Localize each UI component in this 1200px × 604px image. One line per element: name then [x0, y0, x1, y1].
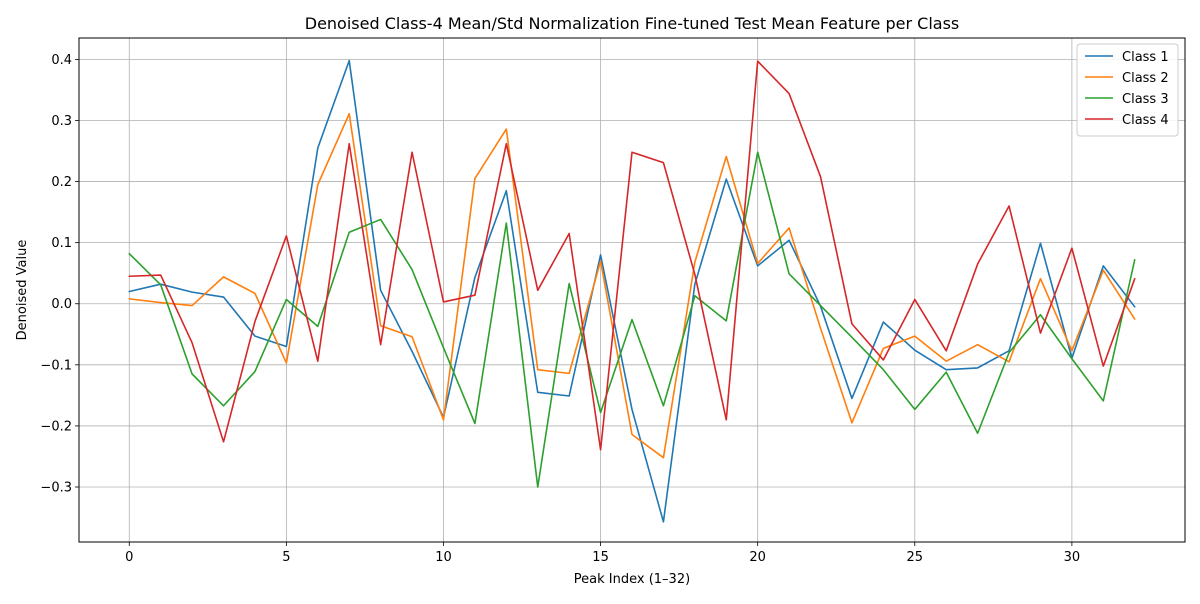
- y-tick-label: 0.2: [51, 175, 72, 190]
- legend-label: Class 2: [1122, 71, 1169, 86]
- y-tick-label: 0.0: [51, 297, 72, 312]
- x-axis-title: Peak Index (1–32): [574, 572, 690, 587]
- legend-label: Class 1: [1122, 50, 1169, 65]
- legend: Class 1 Class 2 Class 3 Class 4: [1076, 43, 1179, 137]
- series-lines: [128, 59, 1136, 523]
- y-axis-title: Denoised Value: [15, 240, 30, 341]
- x-tick-label: 10: [435, 550, 452, 565]
- x-tick-label: 15: [592, 550, 609, 565]
- y-tick-label: −0.3: [40, 481, 72, 496]
- axis-ticks: 0 5 10 15 20 25 30 −0.3 −0.2 −0.1 0.0 0.1 0.2 0.3 0.4: [40, 53, 1080, 565]
- x-tick-label: 0: [125, 550, 133, 565]
- legend-label: Class 3: [1122, 92, 1169, 107]
- y-tick-label: 0.4: [51, 53, 72, 68]
- y-tick-label: −0.2: [40, 419, 72, 434]
- x-tick-label: 25: [907, 550, 924, 565]
- y-tick-label: −0.1: [40, 358, 72, 373]
- series-line-class-2: [128, 112, 1136, 459]
- x-tick-label: 30: [1064, 550, 1081, 565]
- y-tick-label: 0.1: [51, 236, 72, 251]
- series-line-class-4: [128, 60, 1136, 451]
- chart-title: Denoised Class-4 Mean/Std Normalization …: [305, 14, 959, 33]
- legend-box: [1076, 43, 1179, 137]
- plot-frame: [78, 37, 1186, 543]
- x-tick-label: 5: [282, 550, 290, 565]
- legend-label: Class 4: [1122, 113, 1169, 128]
- x-tick-label: 20: [749, 550, 766, 565]
- series-line-class-3: [128, 151, 1136, 488]
- grid-lines: [79, 38, 1185, 542]
- series-line-class-1: [128, 59, 1136, 523]
- y-tick-label: 0.3: [51, 114, 72, 129]
